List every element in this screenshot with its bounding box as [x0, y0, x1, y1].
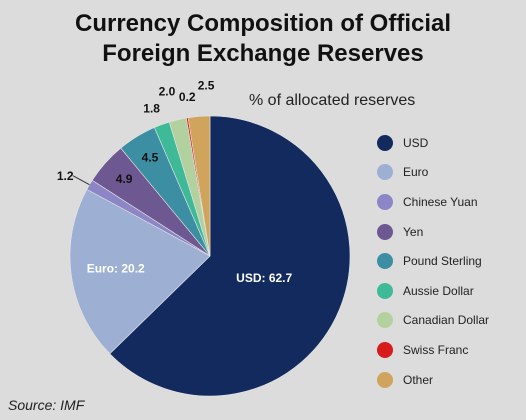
- legend-item-other: Other: [377, 365, 489, 395]
- legend-item-yen: Yen: [377, 217, 489, 247]
- source-note: Source: IMF: [8, 397, 85, 413]
- slice-label-other: 2.5: [198, 79, 215, 93]
- slice-label-aussie-dollar: 1.8: [143, 101, 160, 115]
- legend-item-euro: Euro: [377, 158, 489, 188]
- pie-slice-euro: [69, 188, 211, 355]
- legend-label: Pound Sterling: [403, 254, 482, 269]
- legend-item-chinese-yuan: Chinese Yuan: [377, 187, 489, 217]
- legend-label: Swiss Franc: [403, 342, 469, 357]
- legend-item-canadian-dollar: Canadian Dollar: [377, 306, 489, 336]
- legend-swatch: [377, 193, 393, 210]
- legend-swatch: [377, 312, 393, 329]
- legend-label: Aussie Dollar: [403, 283, 474, 298]
- legend-swatch: [377, 282, 393, 299]
- slice-label-pound-sterling: 4.5: [142, 150, 159, 164]
- legend-swatch: [377, 341, 393, 358]
- legend-label: USD: [403, 135, 429, 150]
- slice-label-swiss-franc: 0.2: [179, 90, 196, 104]
- slice-label-yen: 4.9: [116, 172, 133, 186]
- legend-label: Canadian Dollar: [403, 313, 490, 328]
- legend-item-pound-sterling: Pound Sterling: [377, 246, 489, 276]
- leader-line-chinese-yuan: [72, 175, 90, 186]
- chart-subtitle: % of allocated reserves: [249, 92, 416, 109]
- legend-item-swiss-franc: Swiss Franc: [377, 335, 489, 365]
- slice-label-euro: Euro: 20.2: [87, 261, 145, 275]
- legend-item-usd: USD: [377, 128, 489, 158]
- chart-title: Currency Composition of Official Foreign…: [0, 9, 526, 69]
- legend-label: Other: [403, 372, 434, 387]
- legend-swatch: [377, 253, 393, 270]
- legend-swatch: [377, 223, 393, 240]
- pie-slice-other: [187, 115, 211, 257]
- legend-swatch: [377, 134, 393, 151]
- slice-label-usd: USD: 62.7: [236, 271, 292, 285]
- pie-slice-usd: [109, 115, 351, 397]
- legend-item-aussie-dollar: Aussie Dollar: [377, 276, 489, 306]
- chart-title-line-1: Currency Composition of Official: [74, 10, 452, 37]
- legend-swatch: [377, 371, 393, 388]
- legend-label: Chinese Yuan: [403, 194, 478, 209]
- legend: USD Euro Chinese Yuan Yen Pound Sterling Auss…: [377, 128, 489, 394]
- chart-title-line-2: Foreign Exchange Reserves: [102, 40, 424, 67]
- legend-label: Yen: [403, 224, 424, 239]
- legend-label: Euro: [403, 165, 429, 180]
- slice-label-chinese-yuan: 1.2: [57, 169, 74, 183]
- slice-label-canadian-dollar: 2.0: [159, 84, 176, 98]
- legend-swatch: [377, 164, 393, 181]
